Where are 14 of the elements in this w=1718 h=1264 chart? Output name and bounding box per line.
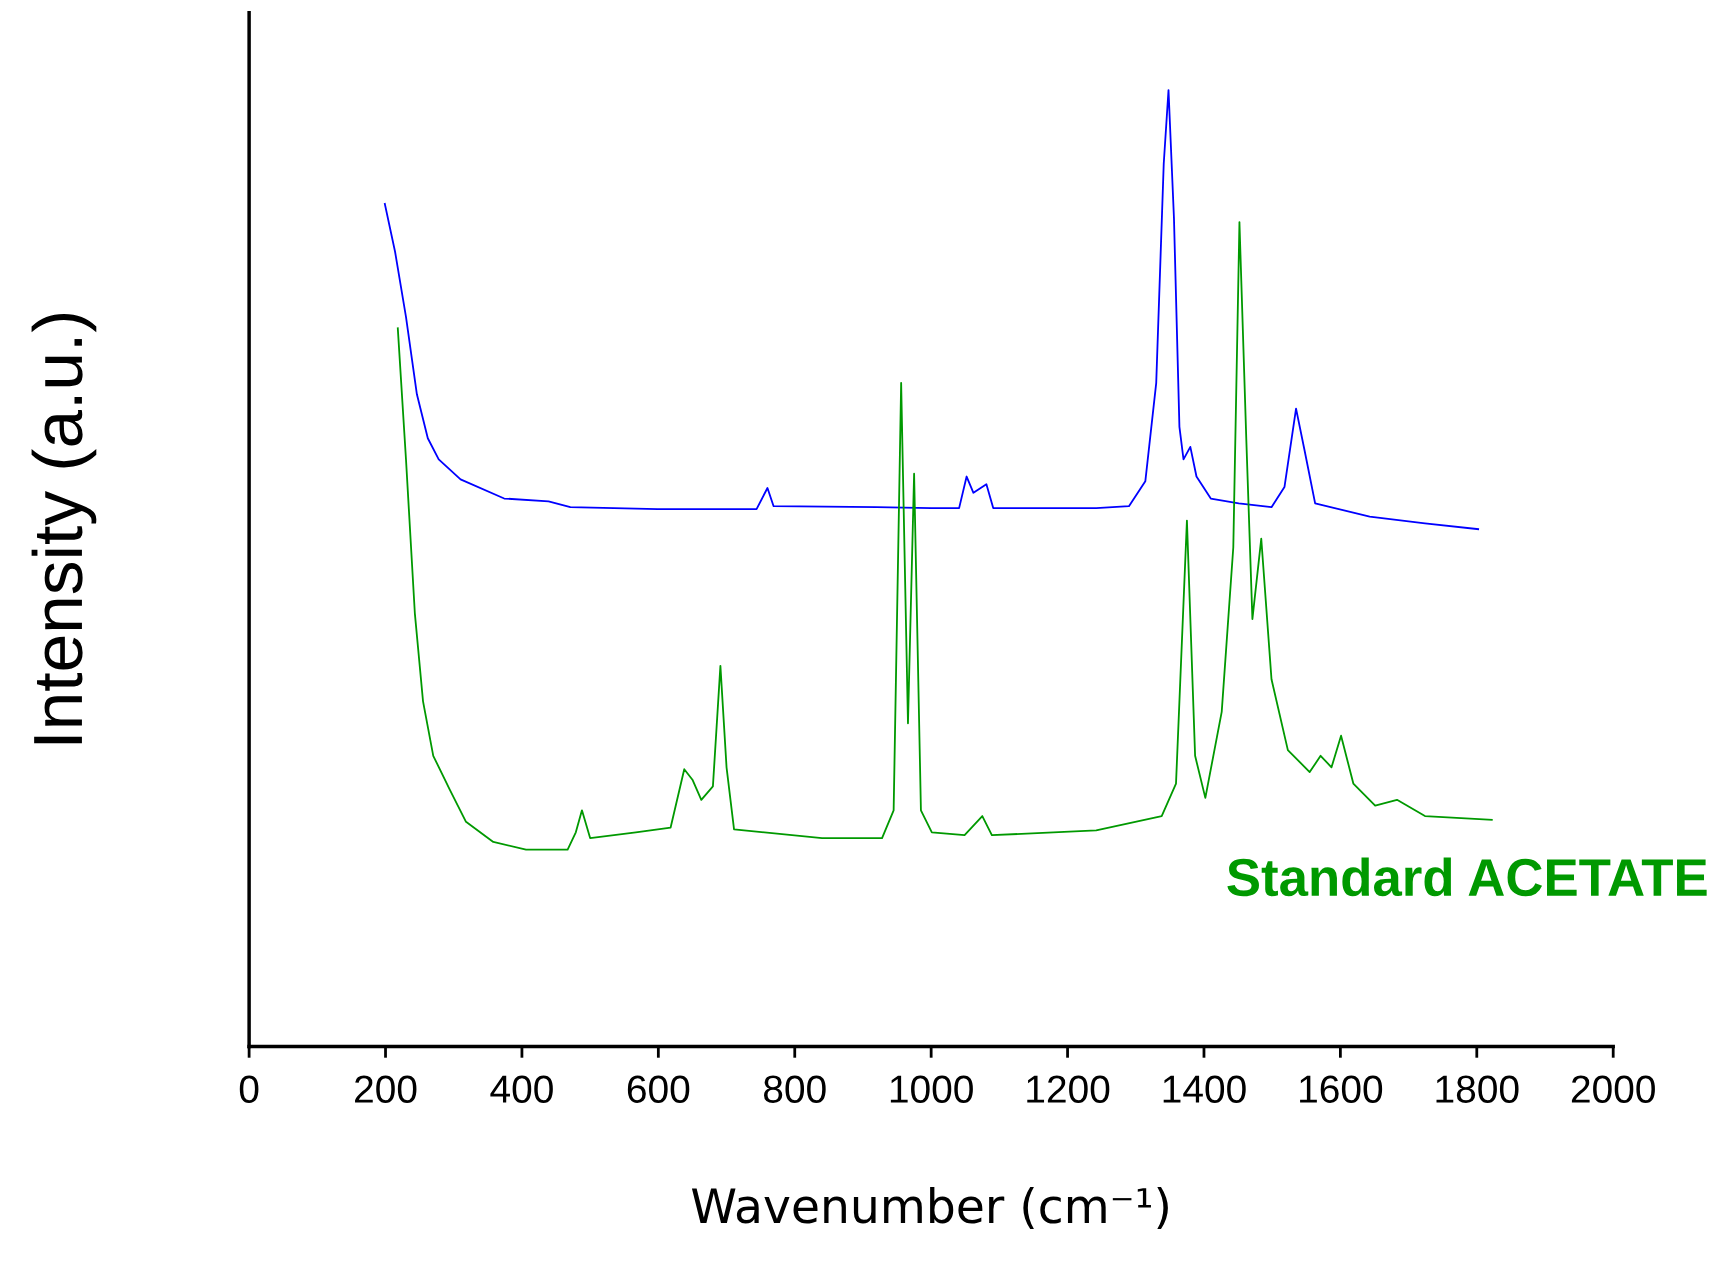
x-tick-label: 1400 [1163, 1075, 1246, 1103]
x-tick-label: 1600 [1300, 1075, 1383, 1103]
x-tick-label: 1200 [1027, 1075, 1110, 1103]
x-tick-label: 400 [490, 1075, 553, 1103]
x-tick-label: 800 [764, 1075, 826, 1103]
series-label: Standard ACETATE [1227, 857, 1707, 897]
x-tick-label: 200 [355, 1075, 417, 1103]
x-tick-label: 600 [627, 1075, 690, 1103]
x-tick-label: 1800 [1436, 1075, 1519, 1103]
x-tick-label: 1000 [890, 1075, 973, 1103]
x-axis-title: Wavenumber (cm⁻¹) [691, 1187, 1168, 1230]
x-tick-label: 0 [239, 1075, 259, 1103]
x-tick-label: 2000 [1571, 1075, 1655, 1103]
y-axis-title: Intensity (a.u.) [31, 313, 97, 744]
